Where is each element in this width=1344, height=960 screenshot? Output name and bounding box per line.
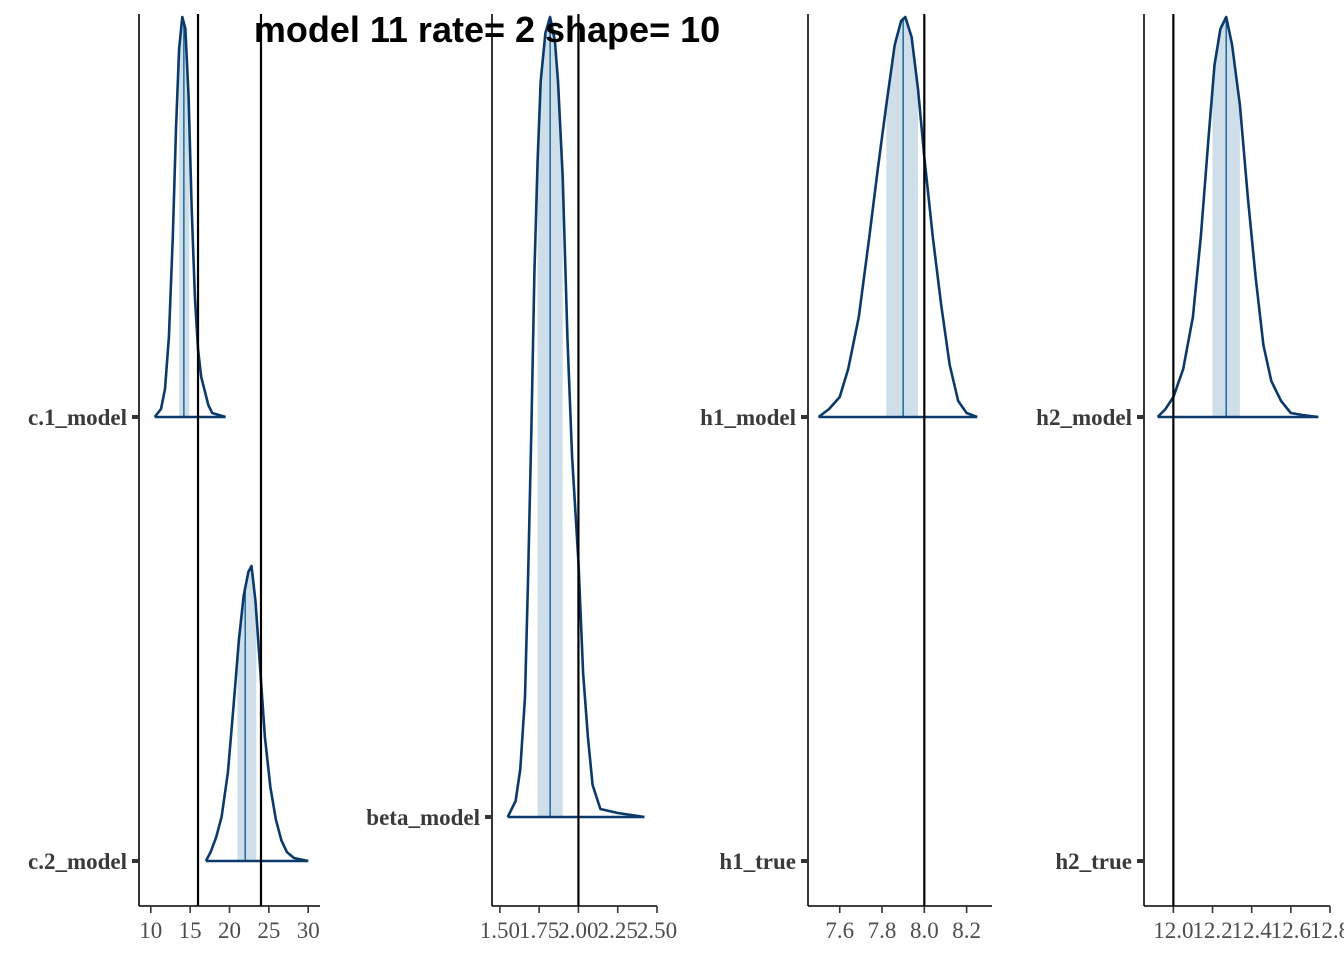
x-tick-label: 15	[179, 918, 202, 943]
x-tick-label: 20	[218, 918, 241, 943]
x-tick-label: 2.00	[558, 918, 598, 943]
y-tick-label: h1_model	[700, 405, 796, 430]
x-tick-label: 25	[257, 918, 280, 943]
c-1-model-density	[153, 15, 226, 419]
x-tick-label: 12.6	[1271, 918, 1311, 943]
chart-title: model 11 rate= 2 shape= 10	[254, 9, 720, 50]
y-tick-label: c.1_model	[28, 405, 127, 430]
x-tick-label: 12.8	[1310, 918, 1344, 943]
x-tick-label: 12.2	[1192, 918, 1232, 943]
x-tick-label: 30	[297, 918, 320, 943]
x-tick-label: 8.2	[952, 918, 981, 943]
x-tick-label: 2.50	[637, 918, 677, 943]
c-2-model-density	[204, 564, 309, 863]
x-tick-label: 10	[139, 918, 162, 943]
h1-model-density	[817, 15, 978, 419]
x-tick-label: 12.0	[1153, 918, 1193, 943]
x-tick-label: 7.8	[868, 918, 897, 943]
c-2-model-interval	[237, 566, 257, 861]
x-tick-label: 7.6	[825, 918, 854, 943]
x-tick-label: 1.75	[519, 918, 559, 943]
beta-model-density	[506, 15, 645, 819]
y-tick-label: c.2_model	[28, 849, 127, 874]
h1-model-interval	[886, 17, 918, 417]
y-tick-label: h2_true	[1055, 849, 1132, 874]
x-tick-label: 12.4	[1232, 918, 1273, 943]
y-tick-label: beta_model	[366, 805, 480, 830]
y-tick-label: h2_model	[1036, 405, 1132, 430]
h2-model-density	[1156, 15, 1319, 419]
x-tick-label: 8.0	[910, 918, 939, 943]
x-tick-label: 1.50	[480, 918, 520, 943]
x-tick-label: 2.25	[598, 918, 638, 943]
y-tick-label: h1_true	[719, 849, 796, 874]
